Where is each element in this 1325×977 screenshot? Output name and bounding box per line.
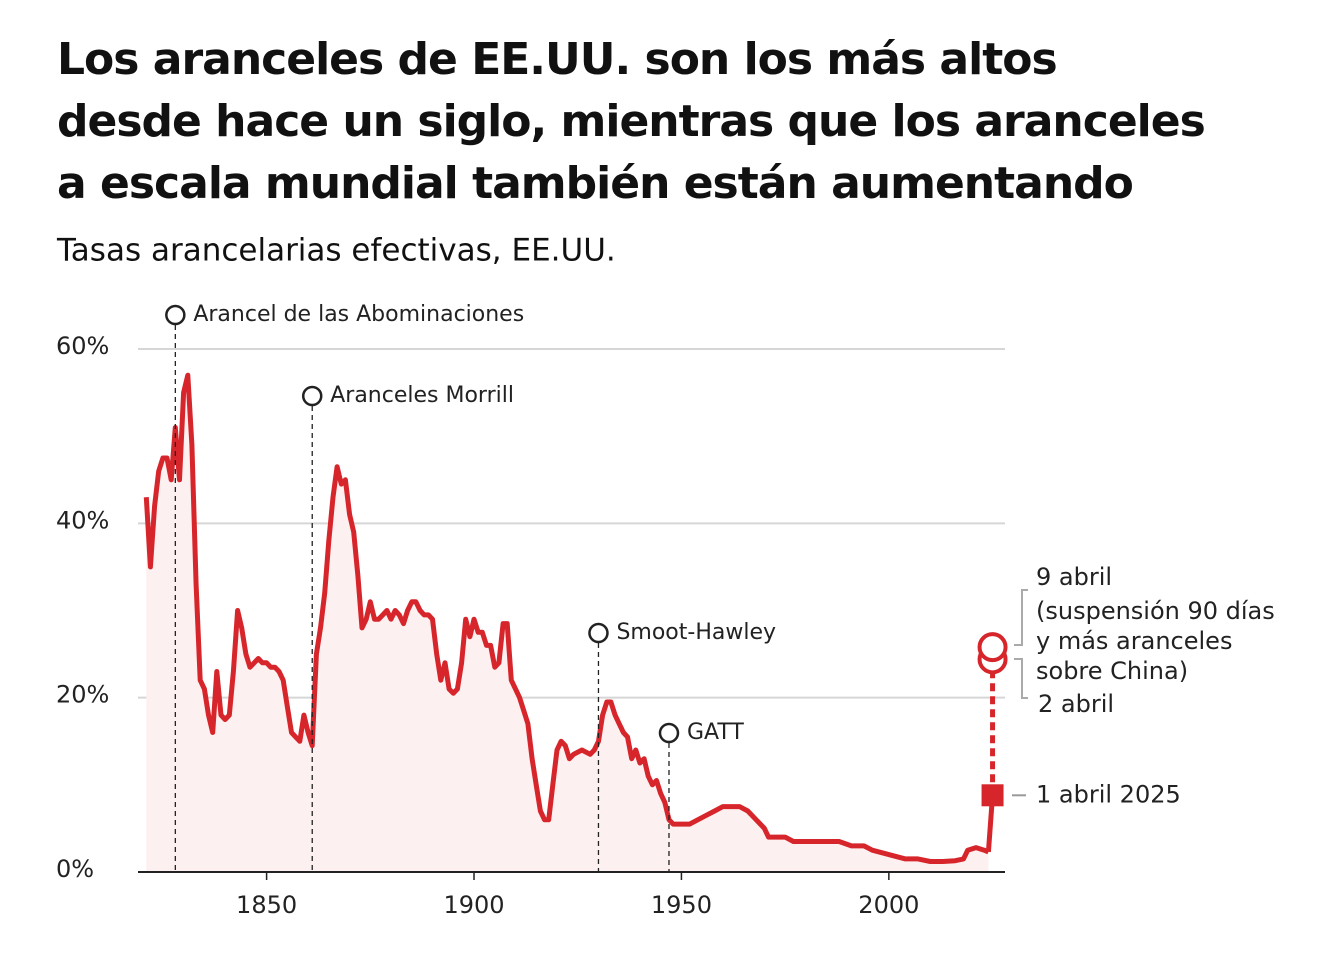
marker-label: 1 abril 2025	[1036, 780, 1181, 808]
line	[143, 372, 990, 864]
y-tick-label: 40%	[56, 506, 109, 534]
event-marker	[165, 304, 186, 326]
y-tick-label: 20%	[56, 681, 109, 709]
marker-square	[981, 784, 1004, 807]
chart-subtitle: Tasas arancelarias efectivas, EE.UU.	[56, 233, 616, 269]
x-tick-label: 1950	[651, 891, 712, 919]
bracket	[1014, 589, 1028, 646]
marker-note: sobre China)	[1036, 657, 1188, 685]
marker-note: y más aranceles	[1036, 627, 1232, 655]
area	[146, 375, 989, 872]
x-tick-label: 1900	[443, 891, 504, 919]
event-marker	[588, 622, 609, 644]
y-tick-label: 0%	[56, 855, 94, 883]
marker-label: 2 abril	[1038, 690, 1114, 718]
marker-circle	[977, 632, 1008, 663]
x-tick-label: 2000	[858, 891, 919, 919]
marker-label: 9 abril	[1036, 563, 1112, 591]
event-label: Aranceles Morrill	[330, 383, 514, 408]
event-marker	[301, 385, 323, 407]
x-tick-label: 1850	[236, 891, 297, 919]
bracket	[1014, 658, 1028, 699]
event-label: Smoot-Hawley	[616, 620, 776, 645]
chart-title: Los aranceles de EE.UU. son los más alto…	[57, 34, 1057, 85]
chart-title: desde hace un siglo, mientras que los ar…	[57, 96, 1205, 147]
event-marker	[658, 722, 680, 744]
y-tick-label: 60%	[56, 332, 109, 360]
marker-note: (suspensión 90 días	[1036, 597, 1275, 625]
chart-title: a escala mundial también están aumentand…	[57, 158, 1133, 209]
event-label: GATT	[687, 720, 744, 745]
event-label: Arancel de las Abominaciones	[193, 302, 524, 327]
